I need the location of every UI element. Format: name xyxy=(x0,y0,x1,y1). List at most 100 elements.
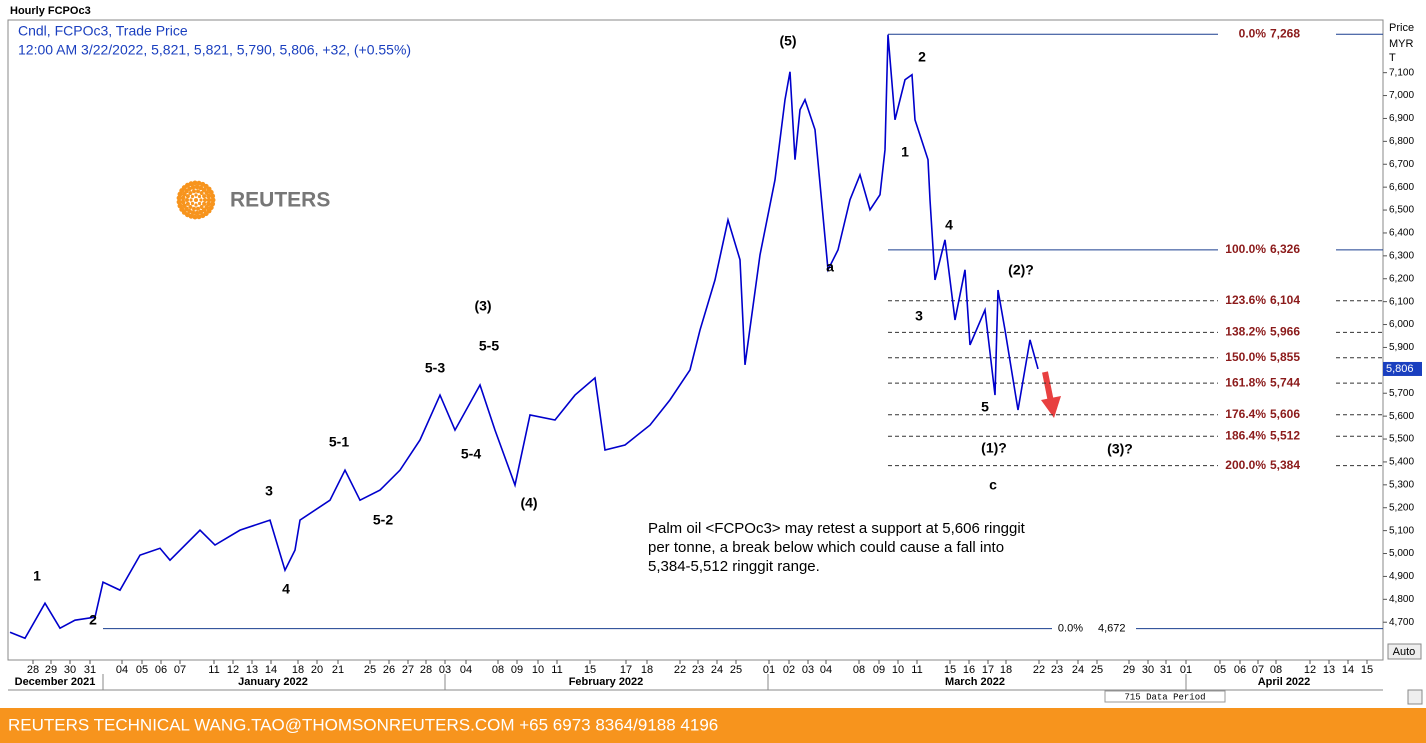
y-tick-label: 5,900 xyxy=(1389,342,1414,353)
x-tick-label: 06 xyxy=(155,664,167,676)
axis-header: Price xyxy=(1389,22,1414,34)
x-tick-label: 22 xyxy=(674,664,686,676)
x-tick-label: 31 xyxy=(84,664,96,676)
wave-label: 4 xyxy=(282,581,290,597)
arrow-head xyxy=(1041,396,1061,418)
logo-dot xyxy=(190,194,195,199)
logo-dot xyxy=(176,195,182,201)
wave-label: 5-1 xyxy=(329,434,349,450)
auto-button[interactable] xyxy=(1387,643,1422,660)
logo-dot xyxy=(202,201,207,206)
fib-percent: 138.2% xyxy=(1225,325,1266,339)
legend-line: Cndl, FCPOc3, Trade Price xyxy=(18,23,188,39)
y-tick-label: 4,800 xyxy=(1389,594,1414,605)
x-tick-label: 23 xyxy=(1051,664,1063,676)
fib-percent: 161.8% xyxy=(1225,375,1266,389)
x-tick-label: 27 xyxy=(402,664,414,676)
logo-dot xyxy=(189,198,193,202)
fib-value: 5,744 xyxy=(1270,375,1300,389)
wave-label: (4) xyxy=(520,495,537,511)
x-tick-label: 01 xyxy=(1180,664,1192,676)
fib-value: 5,512 xyxy=(1270,428,1300,442)
y-tick-label: 6,500 xyxy=(1389,205,1414,216)
y-tick-label: 5,200 xyxy=(1389,502,1414,513)
fib-value: 6,104 xyxy=(1270,293,1300,307)
x-tick-label: 06 xyxy=(1234,664,1246,676)
x-tick-label: 11 xyxy=(551,664,562,676)
fib-value: 6,326 xyxy=(1270,242,1300,256)
y-tick-label: 5,600 xyxy=(1389,411,1414,422)
fib-value: 7,268 xyxy=(1270,26,1300,40)
fib-percent: 176.4% xyxy=(1225,407,1266,421)
logo-dot xyxy=(191,189,196,194)
y-tick-label: 4,900 xyxy=(1389,571,1414,582)
x-tick-label: 03 xyxy=(439,664,451,676)
y-tick-label: 6,600 xyxy=(1389,182,1414,193)
fib-label-bg xyxy=(1218,293,1336,308)
x-tick-label: 28 xyxy=(420,664,432,676)
x-tick-label: 13 xyxy=(246,664,258,676)
month-label: January 2022 xyxy=(238,676,308,688)
x-tick-label: 08 xyxy=(1270,664,1282,676)
y-tick-label: 5,000 xyxy=(1389,548,1414,559)
auto-label[interactable]: Auto xyxy=(1393,646,1416,658)
month-label: April 2022 xyxy=(1258,676,1311,688)
month-label: December 2021 xyxy=(15,676,96,688)
chart-title: Hourly FCPOc3 xyxy=(10,5,91,17)
logo-dot xyxy=(210,193,216,199)
y-tick-label: 6,000 xyxy=(1389,319,1414,330)
logo-dot xyxy=(185,194,190,199)
annotation: 5,384-5,512 ringgit range. xyxy=(648,558,820,575)
data-period-box xyxy=(1104,690,1226,703)
x-tick-label: 29 xyxy=(45,664,57,676)
logo-dot xyxy=(206,193,211,199)
logo-dot xyxy=(202,194,207,199)
x-tick-label: 30 xyxy=(1142,664,1154,676)
month-label: February 2022 xyxy=(569,676,644,688)
x-tick-label: 18 xyxy=(1000,664,1012,676)
logo-dot xyxy=(194,184,200,190)
logo-dot xyxy=(177,203,183,209)
base-label-bg xyxy=(1052,621,1136,636)
logo-dot xyxy=(198,185,204,191)
logo-dot xyxy=(196,180,202,186)
y-tick-label: 5,300 xyxy=(1389,479,1414,490)
logo-dot xyxy=(194,198,198,202)
y-tick-label: 7,000 xyxy=(1389,90,1414,101)
logo-dot xyxy=(197,201,202,206)
x-tick-label: 29 xyxy=(1123,664,1135,676)
x-tick-label: 25 xyxy=(1091,664,1103,676)
y-tick-label: 6,100 xyxy=(1389,296,1414,307)
logo-dot xyxy=(199,190,204,195)
y-tick-label: 5,400 xyxy=(1389,457,1414,468)
fib-value: 5,855 xyxy=(1270,350,1300,364)
down-arrow xyxy=(1041,371,1061,418)
x-tick-label: 25 xyxy=(364,664,376,676)
wave-label: (2)? xyxy=(1008,262,1034,278)
annotation: Palm oil <FCPOc3> may retest a support a… xyxy=(648,520,1026,537)
x-tick-label: 26 xyxy=(383,664,395,676)
logo-dot xyxy=(194,210,200,216)
x-tick-label: 09 xyxy=(511,664,523,676)
logo-dot xyxy=(194,203,198,207)
logo-dot xyxy=(206,201,211,207)
logo-dot xyxy=(190,201,195,206)
x-tick-label: 11 xyxy=(911,664,922,676)
x-tick-label: 22 xyxy=(1033,664,1045,676)
base-value: 4,672 xyxy=(1098,623,1126,635)
x-tick-label: 16 xyxy=(963,664,975,676)
wave-label: 1 xyxy=(33,568,41,584)
fib-percent: 200.0% xyxy=(1225,458,1266,472)
logo-dot xyxy=(188,181,194,187)
logo-dot xyxy=(199,205,204,210)
x-tick-label: 10 xyxy=(532,664,544,676)
wave-label: (1)? xyxy=(981,440,1007,456)
logo-dot xyxy=(206,197,212,203)
logo-dot xyxy=(210,197,216,203)
wave-label: 5-4 xyxy=(461,446,481,462)
axis-header: T xyxy=(1389,52,1396,64)
x-tick-label: 21 xyxy=(332,664,344,676)
scroll-button[interactable] xyxy=(1407,689,1423,705)
y-tick-label: 5,700 xyxy=(1389,388,1414,399)
fib-value: 5,966 xyxy=(1270,325,1300,339)
